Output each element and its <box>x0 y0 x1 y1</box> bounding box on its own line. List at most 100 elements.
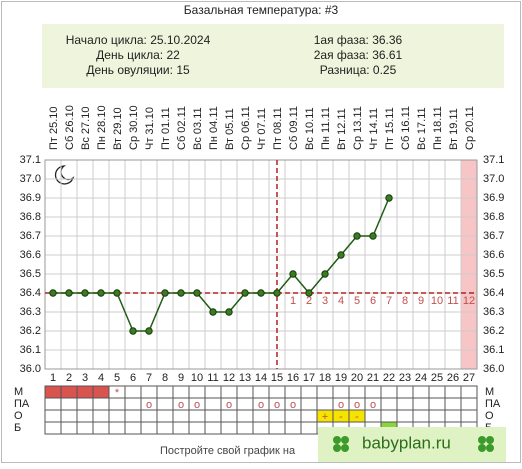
info-label: 2ая фаза: <box>314 48 369 62</box>
date: 25.10 <box>48 106 60 134</box>
day-number: 19 <box>335 372 347 384</box>
phase-number: 2 <box>306 295 312 307</box>
y-tick-label: 36.3 <box>20 306 41 318</box>
date: 28.10 <box>96 105 108 133</box>
weekday: Пт <box>160 137 172 150</box>
info-line: Разница: 0.25 <box>320 63 397 77</box>
date: 17.11 <box>416 107 428 134</box>
y-tick-label: 37.0 <box>20 173 41 185</box>
temperature-point <box>161 289 169 297</box>
weekday: Вс <box>416 137 428 150</box>
x-tick-label: Вс 10.11 <box>304 107 316 150</box>
y-tick-label-right: 36.0 <box>483 363 504 375</box>
x-tick-label: Пн 18.11 <box>432 106 444 150</box>
weekday: Сб <box>176 136 188 150</box>
temperature-point <box>353 232 361 240</box>
x-tick-label: Чт 07.11 <box>256 108 268 150</box>
weekday: Пт <box>384 137 396 150</box>
info-box <box>42 24 504 88</box>
date: 04.11 <box>208 106 220 133</box>
weekday: Вс <box>192 137 204 150</box>
temperature-point <box>49 289 57 297</box>
date: 01.11 <box>160 107 172 134</box>
temperature-point <box>337 251 345 259</box>
day-number: 10 <box>191 372 203 384</box>
x-tick-label: Пт 08.11 <box>272 107 284 150</box>
info-line: 2ая фаза: 36.61 <box>314 48 403 62</box>
day-number: 27 <box>463 372 475 384</box>
info-label: День цикла: <box>96 48 163 62</box>
phase-number: 12 <box>463 295 475 307</box>
day-number: 18 <box>319 372 331 384</box>
day-number: 13 <box>239 372 251 384</box>
y-tick-label-right: 36.6 <box>483 249 504 261</box>
date: 20.11 <box>464 106 476 133</box>
x-tick-label: Вт 12.11 <box>336 108 348 150</box>
info-label: Разница: <box>320 63 370 77</box>
info-line: Начало цикла: 25.10.2024 <box>66 33 211 47</box>
y-tick-label: 36.4 <box>20 287 41 299</box>
day-number: 22 <box>383 372 395 384</box>
weekday: Пт <box>272 137 284 150</box>
info-value: 22 <box>166 48 180 62</box>
weekday: Ср <box>128 136 140 150</box>
info-label: 1ая фаза: <box>314 33 369 47</box>
date: 15.11 <box>384 107 396 134</box>
tracker-fill <box>349 410 365 422</box>
date: 12.11 <box>336 108 348 135</box>
phase-number: 7 <box>386 295 392 307</box>
y-tick-label-right: 36.1 <box>483 344 504 356</box>
date: 08.11 <box>272 107 284 134</box>
tracker-mark: - <box>339 411 343 423</box>
y-tick-label-right: 37.0 <box>483 173 504 185</box>
tracker-mark: о <box>146 399 152 411</box>
temperature-point <box>177 289 185 297</box>
x-tick-label: Чт 14.11 <box>368 108 380 150</box>
temperature-point <box>145 327 153 335</box>
y-tick-label-right: 36.4 <box>483 287 504 299</box>
x-tick-label: Пн 04.11 <box>208 106 220 150</box>
date: 05.11 <box>224 108 236 135</box>
x-tick-label: Вт 19.11 <box>448 108 460 150</box>
tracker-fill <box>61 386 77 398</box>
date: 16.11 <box>400 106 412 133</box>
tracker-mark: о <box>370 399 376 411</box>
weekday: Вс <box>80 137 92 150</box>
info-value: 25.10.2024 <box>150 33 210 47</box>
temperature-point <box>209 308 217 316</box>
y-tick-label-right: 37.1 <box>483 154 504 166</box>
date: 10.11 <box>304 107 316 134</box>
phase-number: 5 <box>354 295 360 307</box>
phase-number: 4 <box>338 295 344 307</box>
y-tick-label: 36.7 <box>20 230 41 242</box>
footer: Постройте свой график на <box>160 445 296 457</box>
temperature-point <box>193 289 201 297</box>
tracker-mark: о <box>258 399 264 411</box>
day-number: 23 <box>399 372 411 384</box>
info-value: 36.36 <box>372 33 402 47</box>
info-value: 15 <box>176 63 190 77</box>
temperature-line <box>53 197 390 332</box>
temperature-point <box>97 289 105 297</box>
tracker-mark: + <box>322 411 328 423</box>
date: 26.10 <box>64 105 76 133</box>
info-label: Начало цикла: <box>66 33 147 47</box>
day-number: 8 <box>162 372 168 384</box>
weekday: Вт <box>336 138 348 150</box>
tracker-label: ПА <box>14 398 30 410</box>
y-tick-label: 36.2 <box>20 325 41 337</box>
date: 30.10 <box>128 105 140 133</box>
tracker-fill <box>45 386 61 398</box>
plot-border <box>44 159 478 370</box>
weekday: Чт <box>256 138 268 150</box>
x-tick-label: Сб 02.11 <box>176 106 188 150</box>
x-tick-label: Ср 20.11 <box>464 106 476 150</box>
phase-number: 3 <box>322 295 328 307</box>
y-tick-label-right: 36.3 <box>483 306 504 318</box>
date: 06.11 <box>240 106 252 133</box>
day-number: 21 <box>367 372 379 384</box>
phase-number: 1 <box>290 295 296 307</box>
tracker-label: О <box>14 410 23 422</box>
